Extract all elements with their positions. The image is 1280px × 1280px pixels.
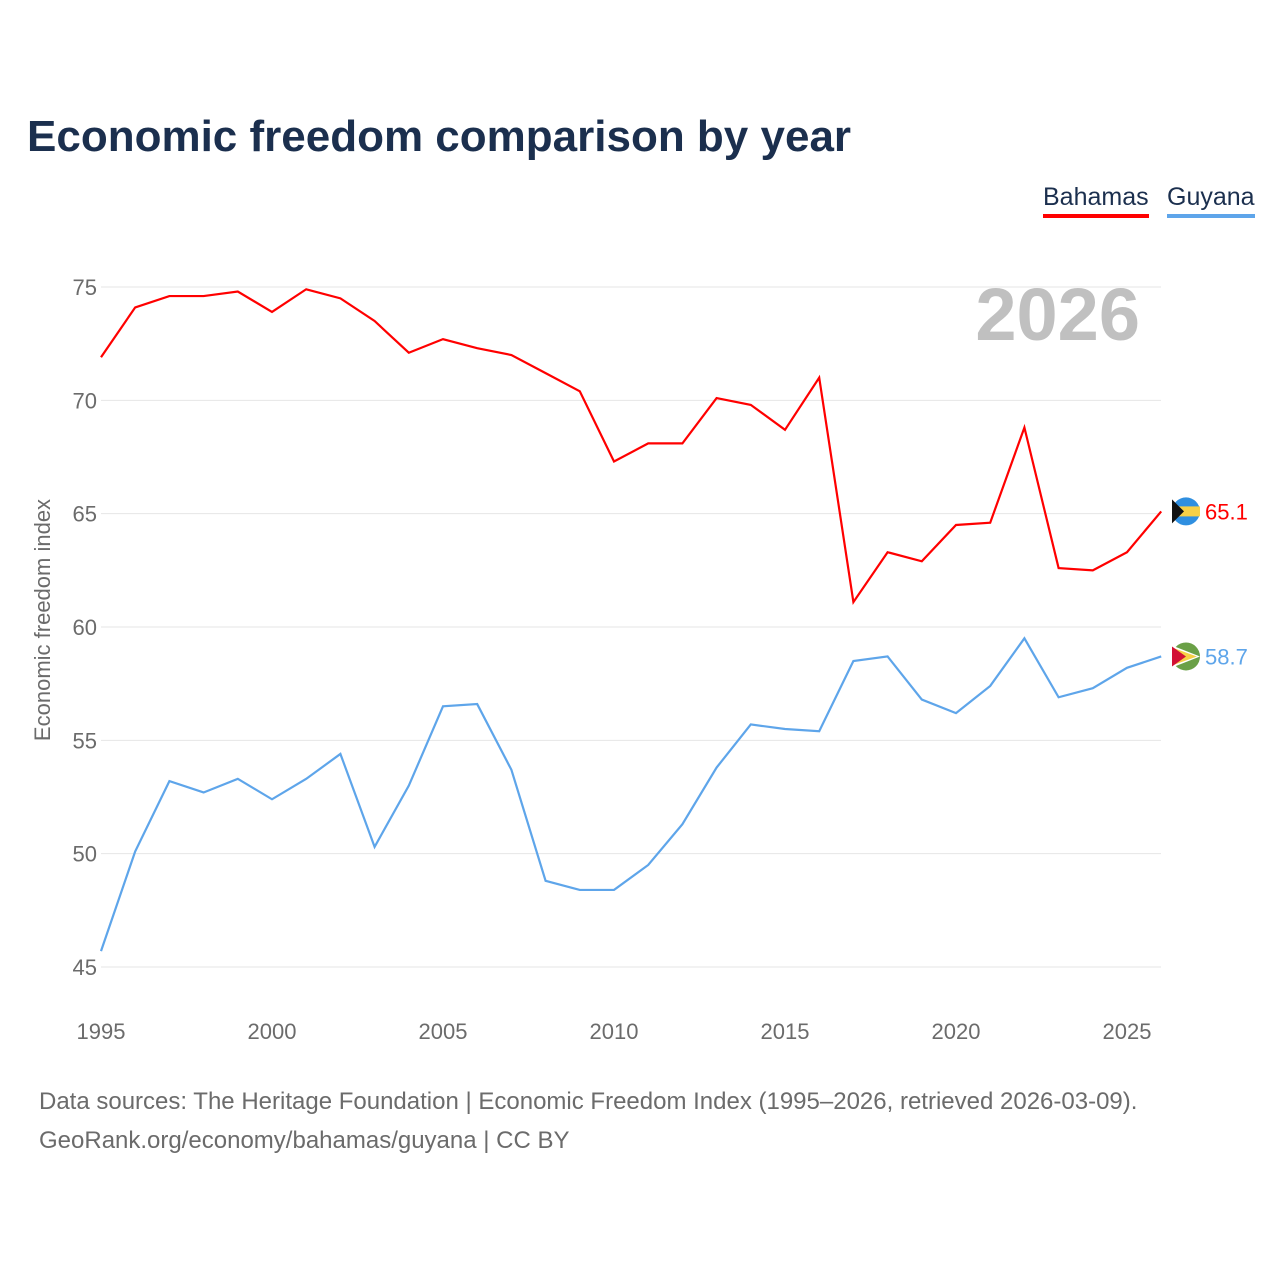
data-point (578, 389, 582, 393)
x-tick-label: 2015 (761, 1019, 810, 1044)
data-point (338, 752, 342, 756)
x-tick-label: 1995 (77, 1019, 126, 1044)
data-point (680, 822, 684, 826)
data-point (338, 296, 342, 300)
y-tick-label: 70 (73, 388, 97, 413)
series-line-bahamas (100, 288, 1163, 605)
series-line-guyana (99, 636, 1162, 952)
footer-sources: Data sources: The Heritage Foundation | … (39, 1088, 1138, 1115)
legend-item-guyana[interactable]: Guyana (1167, 183, 1255, 218)
data-point (851, 659, 855, 663)
y-axis-label: Economic freedom index (30, 499, 55, 741)
data-point (646, 441, 650, 445)
x-tick-label: 2020 (932, 1019, 981, 1044)
data-point (851, 600, 855, 604)
data-point (202, 294, 206, 298)
data-point (886, 654, 890, 658)
y-tick-label: 45 (73, 955, 97, 980)
data-point (612, 888, 616, 892)
data-point (715, 396, 719, 400)
y-tick-label: 65 (73, 502, 97, 527)
data-point (1057, 695, 1061, 699)
x-tick-label: 2025 (1103, 1019, 1152, 1044)
data-point (270, 310, 274, 314)
legend-item-bahamas[interactable]: Bahamas (1043, 183, 1149, 218)
data-point (954, 523, 958, 527)
data-point (202, 790, 206, 794)
data-point (920, 698, 924, 702)
chart-title: Economic freedom comparison by year (27, 112, 852, 161)
x-tick-label: 2000 (248, 1019, 297, 1044)
data-point (509, 768, 513, 772)
flag-icon-bahamas (1172, 497, 1200, 526)
data-point (133, 849, 137, 853)
data-point (509, 353, 513, 357)
data-point (1022, 426, 1026, 430)
data-point (749, 403, 753, 407)
data-point (680, 441, 684, 445)
data-point (646, 863, 650, 867)
data-point (886, 550, 890, 554)
data-point (236, 777, 240, 781)
end-value-label: 65.1 (1205, 499, 1248, 524)
data-point (99, 355, 103, 359)
data-point (578, 888, 582, 892)
data-point (612, 460, 616, 464)
data-point (1125, 666, 1129, 670)
data-point (407, 784, 411, 788)
data-point (236, 290, 240, 294)
footer-attribution: GeoRank.org/economy/bahamas/guyana | CC … (39, 1127, 570, 1154)
data-point (544, 879, 548, 883)
data-point (167, 779, 171, 783)
data-point (373, 845, 377, 849)
data-point (304, 287, 308, 291)
data-point (475, 346, 479, 350)
data-point (304, 777, 308, 781)
data-point (475, 702, 479, 706)
data-point (133, 305, 137, 309)
y-tick-label: 60 (73, 615, 97, 640)
data-point (988, 521, 992, 525)
x-tick-label: 2010 (590, 1019, 639, 1044)
x-tick-label: 2005 (419, 1019, 468, 1044)
data-point (270, 797, 274, 801)
y-tick-label: 55 (73, 728, 97, 753)
data-point (373, 319, 377, 323)
data-point (817, 729, 821, 733)
year-watermark: 2026 (975, 273, 1140, 356)
data-point (1159, 654, 1163, 658)
flag-icon-guyana (1172, 642, 1200, 671)
data-point (1159, 509, 1163, 513)
end-value-label: 58.7 (1205, 644, 1248, 669)
data-point (988, 684, 992, 688)
data-point (783, 428, 787, 432)
data-point (407, 351, 411, 355)
data-point (817, 376, 821, 380)
data-point (783, 727, 787, 731)
data-point (544, 371, 548, 375)
data-point (441, 704, 445, 708)
y-tick-label: 50 (73, 842, 97, 867)
y-tick-label: 75 (73, 275, 97, 300)
data-point (954, 711, 958, 715)
data-point (1057, 566, 1061, 570)
data-point (1022, 636, 1026, 640)
data-point (1091, 568, 1095, 572)
data-point (749, 722, 753, 726)
data-point (1125, 550, 1129, 554)
data-point (920, 559, 924, 563)
data-point (1091, 686, 1095, 690)
data-point (167, 294, 171, 298)
data-point (715, 766, 719, 770)
data-point (99, 949, 103, 953)
data-point (441, 337, 445, 341)
